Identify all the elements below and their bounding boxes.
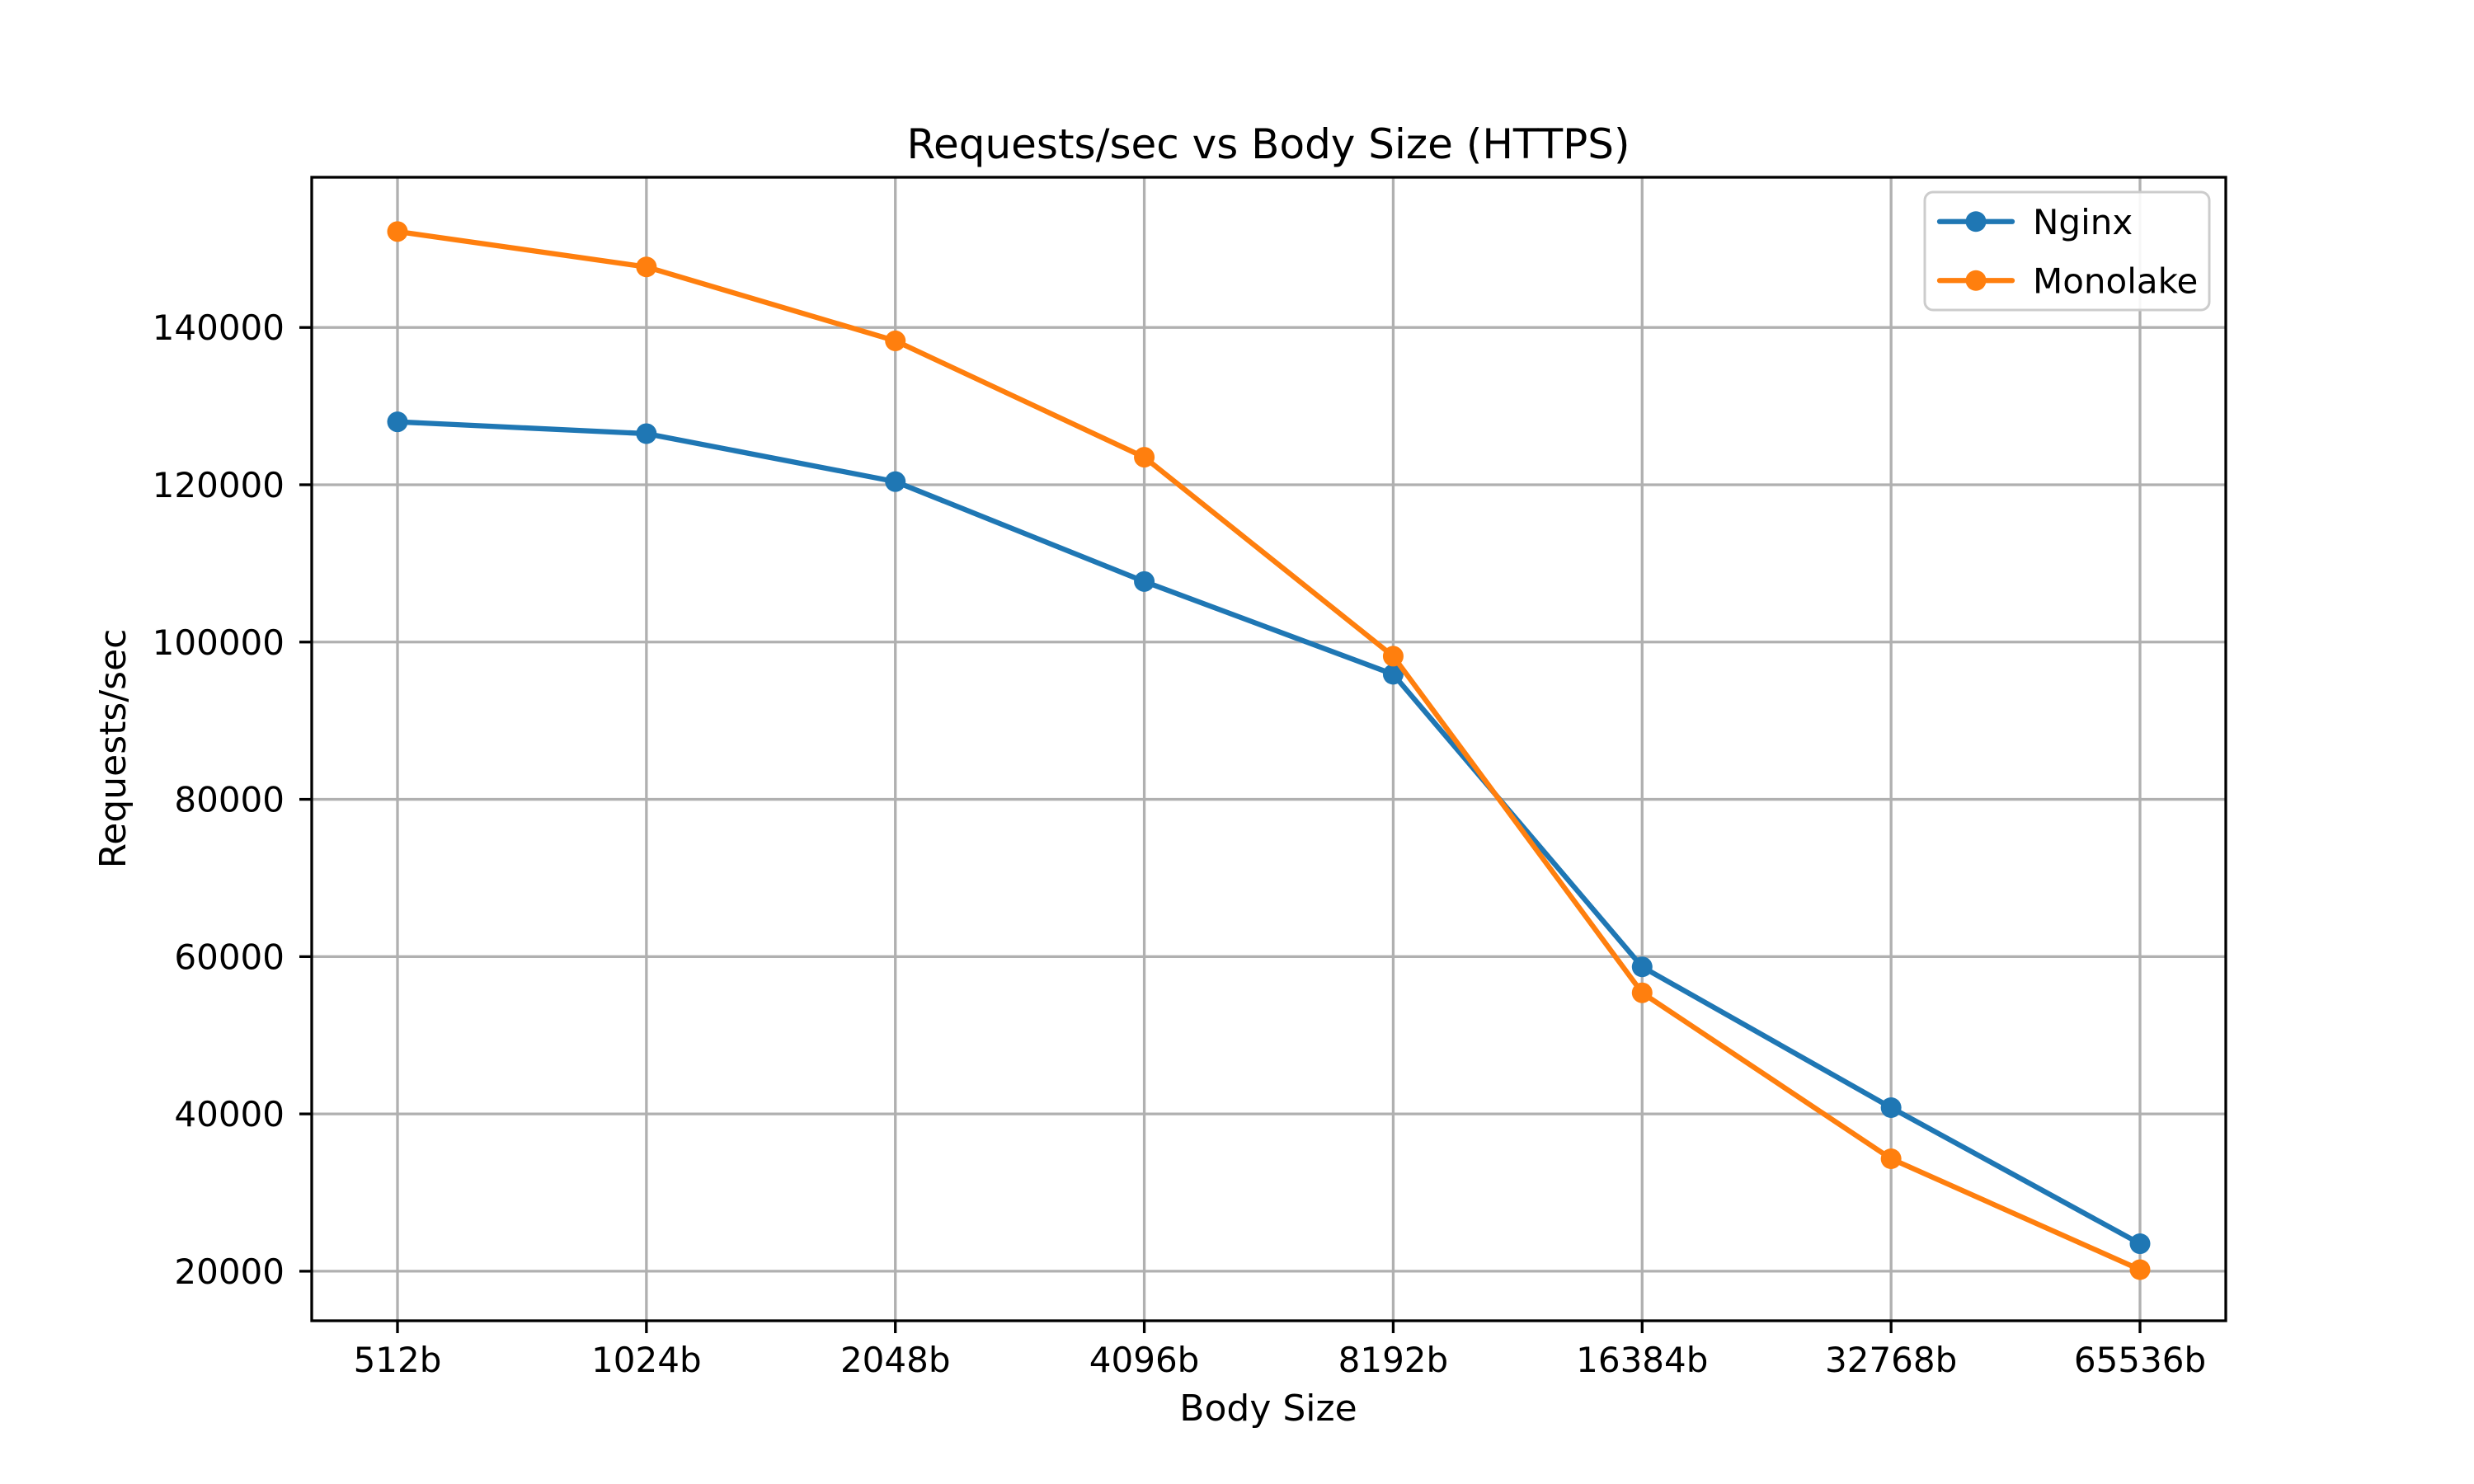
x-tick-label: 4096b [1089,1340,1200,1380]
y-axis-label: Requests/sec [92,629,134,869]
x-tick-label: 2048b [840,1340,951,1380]
legend-label: Monolake [2033,261,2198,301]
series-nginx [387,411,2151,1255]
data-point-marker [885,471,906,492]
plot-border [310,176,2227,1322]
y-tick-label: 100000 [153,622,285,663]
data-point-marker [636,423,657,444]
x-tick-label: 65536b [2074,1340,2206,1380]
x-tick-label: 512b [354,1340,442,1380]
data-point-marker [2129,1233,2151,1255]
data-point-marker [1382,664,1404,685]
data-point-marker [1631,956,1653,978]
series-line [394,228,2143,1273]
series-monolake [387,221,2151,1280]
data-point-marker [636,256,657,278]
series-line [394,419,2143,1247]
legend-entry-monolake: Monolake [1936,261,2198,301]
data-point-marker [1880,1097,1902,1118]
data-point-marker [1134,571,1155,592]
data-point-marker [1382,646,1404,667]
axes-spines [310,176,2227,1322]
x-tick-label: 16384b [1576,1340,1708,1380]
data-point-marker [1134,447,1155,468]
legend: Nginx Monolake [1923,190,2211,312]
axis-ticks [299,326,2142,1333]
tick-labels: 512b 1024b 2048b 4096b 8192b 16384b 32768b 6553… [153,308,2206,1380]
legend-marker [1965,211,1987,232]
y-tick-label: 40000 [174,1094,285,1134]
data-point-marker [1631,982,1653,1003]
x-tick-label: 8192b [1338,1340,1449,1380]
gridlines [312,177,2226,1321]
data-point-marker [387,411,408,433]
y-tick-label: 20000 [174,1252,285,1292]
x-tick-label: 1024b [591,1340,702,1380]
data-point-marker [387,221,408,242]
x-axis-label: Body Size [1179,1388,1357,1430]
data-point-marker [2129,1259,2151,1280]
y-tick-label: 140000 [153,308,285,348]
x-tick-label: 32768b [1825,1340,1957,1380]
y-tick-label: 60000 [174,937,285,977]
data-point-marker [1880,1148,1902,1169]
legend-entry-nginx: Nginx [1936,202,2133,242]
legend-marker [1965,270,1987,291]
y-tick-label: 80000 [174,780,285,820]
y-tick-label: 120000 [153,465,285,505]
chart-title: Requests/sec vs Body Size (HTTPS) [906,120,1630,168]
data-series [387,221,2151,1280]
legend-label: Nginx [2033,202,2133,242]
data-point-marker [885,330,906,351]
